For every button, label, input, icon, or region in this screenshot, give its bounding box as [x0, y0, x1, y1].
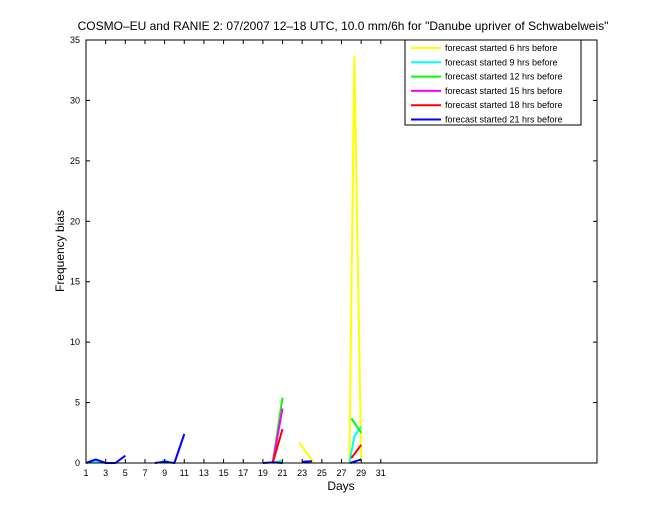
series-3: [271, 397, 363, 464]
y-tick-label: 15: [70, 277, 80, 287]
series-line: [302, 460, 313, 463]
series-line: [350, 444, 363, 459]
legend: forecast started 6 hrs before forecast st…: [404, 39, 582, 126]
legend-entry: forecast started 21 hrs before: [445, 115, 563, 125]
x-tick-label: 29: [356, 468, 366, 478]
series-line: [298, 441, 315, 464]
x-tick-label: 1: [83, 468, 88, 478]
x-tick-label: 13: [199, 468, 209, 478]
legend-entry: forecast started 18 hrs before: [445, 100, 563, 110]
chart-title: COSMO–EU and RANIE 2: 07/2007 12–18 UTC,…: [78, 19, 609, 33]
x-tick-label: 27: [336, 468, 346, 478]
y-tick-label: 30: [70, 95, 80, 105]
series-line: [348, 55, 363, 464]
legend-box: [404, 39, 582, 126]
y-tick-label: 0: [75, 458, 80, 468]
series-line: [271, 428, 284, 464]
x-tick-label: 3: [103, 468, 108, 478]
x-tick-label: 31: [376, 468, 386, 478]
legend-entry: forecast started 9 hrs before: [445, 57, 558, 67]
x-tick-label: 25: [317, 468, 327, 478]
x-tick-label: 17: [238, 468, 248, 478]
x-tick-label: 19: [258, 468, 268, 478]
legend-entry: forecast started 6 hrs before: [445, 43, 558, 53]
x-tick-label: 15: [219, 468, 229, 478]
x-axis-label: Days: [327, 479, 354, 493]
x-tick-label: 23: [297, 468, 307, 478]
series-6: [85, 433, 362, 464]
x-tick-label: 7: [142, 468, 147, 478]
y-tick-label: 20: [70, 216, 80, 226]
y-tick-label: 5: [75, 398, 80, 408]
series-line: [349, 458, 362, 464]
x-tick-label: 21: [278, 468, 288, 478]
series-line: [154, 433, 186, 464]
y-tick-label: 25: [70, 156, 80, 166]
legend-entry: forecast started 15 hrs before: [445, 86, 563, 96]
x-tick-label: 11: [180, 468, 189, 478]
x-tick-label: 9: [162, 468, 167, 478]
legend-entry: forecast started 12 hrs before: [445, 72, 563, 82]
y-axis-label: Frequency bias: [53, 210, 67, 292]
y-tick-label: 35: [70, 35, 80, 45]
series-5: [271, 428, 363, 464]
series-line: [350, 417, 363, 434]
series-2: [85, 426, 363, 464]
y-tick-label: 10: [70, 337, 80, 347]
x-tick-label: 5: [123, 468, 128, 478]
series-1: [272, 55, 363, 464]
